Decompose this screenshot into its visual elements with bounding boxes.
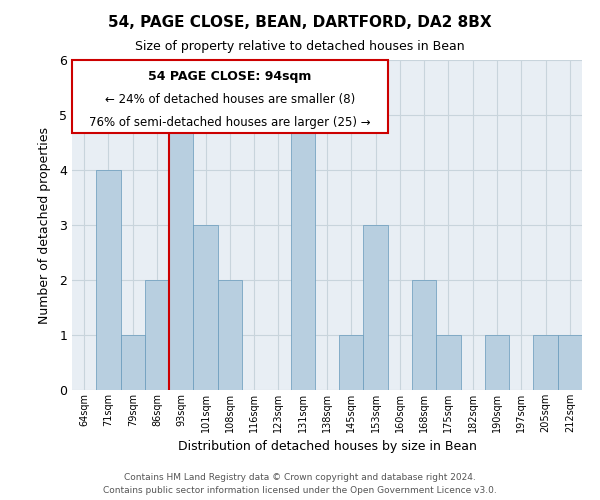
Bar	[436, 335, 461, 390]
Text: 54 PAGE CLOSE: 94sqm: 54 PAGE CLOSE: 94sqm	[148, 70, 312, 83]
X-axis label: Distribution of detached houses by size in Bean: Distribution of detached houses by size …	[178, 440, 476, 454]
Bar	[121, 335, 145, 390]
Bar	[533, 335, 558, 390]
Text: Contains HM Land Registry data © Crown copyright and database right 2024.
Contai: Contains HM Land Registry data © Crown c…	[103, 473, 497, 495]
Bar	[339, 335, 364, 390]
Bar	[96, 170, 121, 390]
Bar	[558, 335, 582, 390]
Bar	[290, 115, 315, 390]
Bar	[193, 225, 218, 390]
Bar	[145, 280, 169, 390]
Bar	[364, 225, 388, 390]
Text: 76% of semi-detached houses are larger (25) →: 76% of semi-detached houses are larger (…	[89, 116, 371, 129]
Y-axis label: Number of detached properties: Number of detached properties	[38, 126, 51, 324]
FancyBboxPatch shape	[72, 60, 388, 132]
Bar	[485, 335, 509, 390]
Bar	[169, 115, 193, 390]
Text: ← 24% of detached houses are smaller (8): ← 24% of detached houses are smaller (8)	[105, 93, 355, 106]
Text: Size of property relative to detached houses in Bean: Size of property relative to detached ho…	[135, 40, 465, 53]
Text: 54, PAGE CLOSE, BEAN, DARTFORD, DA2 8BX: 54, PAGE CLOSE, BEAN, DARTFORD, DA2 8BX	[108, 15, 492, 30]
Bar	[412, 280, 436, 390]
Bar	[218, 280, 242, 390]
